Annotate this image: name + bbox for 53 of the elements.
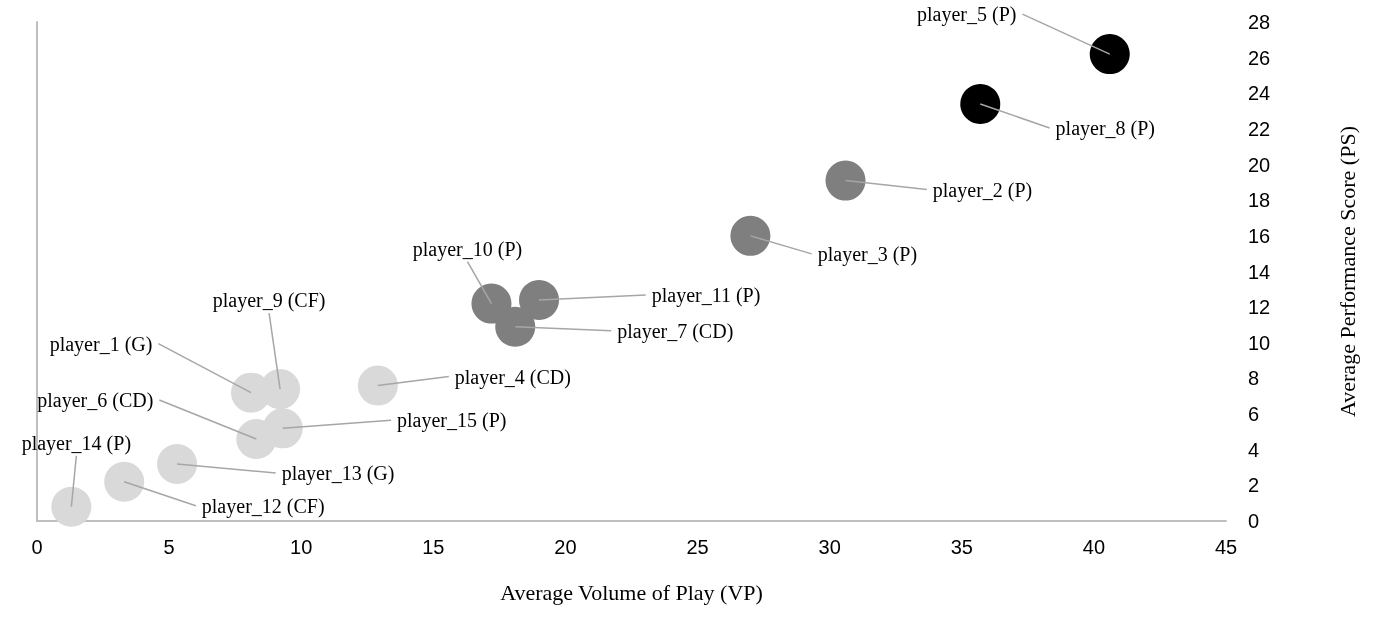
point: [262, 408, 303, 449]
y-tick-label: 0: [1248, 510, 1260, 532]
annotation: player_6 (CD): [37, 389, 154, 413]
x-tick-label: 40: [1082, 536, 1106, 558]
x-tick-label: 35: [950, 536, 973, 558]
x-tick-label: 30: [818, 536, 841, 558]
annotation: player_11 (P): [651, 284, 761, 308]
y-tick-label: 2: [1248, 474, 1260, 497]
annotation: player_9 (CF): [212, 289, 326, 313]
y-tick-label: 8: [1248, 367, 1260, 390]
y-tick-label: 28: [1248, 11, 1271, 33]
point: [960, 83, 1001, 124]
x-tick-label: 5: [163, 536, 175, 558]
y-tick-label: 12: [1248, 296, 1271, 319]
x-tick-label: 0: [31, 536, 43, 558]
annotation: player_2 (P): [932, 178, 1033, 202]
annotation: player_8 (P): [1055, 116, 1155, 140]
point: [357, 365, 398, 406]
x-tick-label: 15: [422, 536, 445, 558]
y-tick-label: 10: [1248, 331, 1271, 354]
x-tick-label: 10: [290, 536, 313, 558]
y-tick-label: 14: [1248, 260, 1271, 283]
annotation: player_10 (P): [412, 237, 523, 261]
y-tick-label: 6: [1248, 403, 1260, 426]
annotation: player_5 (P): [917, 3, 1017, 27]
y-axis-title: Average Performance Score (PS): [1334, 126, 1360, 417]
point: [157, 443, 198, 484]
x-tick-label: 20: [554, 536, 577, 558]
annotation: player_4 (CD): [454, 365, 571, 389]
point: [730, 215, 771, 256]
y-tick-label: 18: [1248, 189, 1271, 212]
point: [104, 461, 145, 502]
point: [825, 160, 866, 201]
y-tick-label: 20: [1248, 153, 1271, 176]
annotation: player_13 (G): [281, 461, 395, 485]
x-tick-label: 45: [1214, 536, 1238, 558]
y-tick-label: 4: [1248, 438, 1260, 461]
y-tick-label: 22: [1248, 117, 1271, 140]
annotation: player_15 (P): [397, 409, 507, 433]
y-tick-label: 26: [1248, 46, 1271, 69]
annotation: player_3 (P): [817, 242, 918, 266]
point: [519, 280, 560, 320]
annotation: player_14 (P): [21, 431, 132, 455]
point: [495, 306, 536, 347]
annotation: player_1 (G): [49, 332, 153, 356]
x-tick-label: 25: [686, 536, 709, 558]
point: [51, 486, 92, 527]
annotation: player_12 (CF): [201, 494, 325, 518]
point: [1089, 34, 1130, 75]
annotation: player_7 (CD): [617, 319, 734, 343]
y-tick-label: 16: [1248, 224, 1271, 247]
x-axis-title: Average Volume of Play (VP): [500, 579, 763, 605]
y-tick-label: 24: [1248, 82, 1271, 105]
